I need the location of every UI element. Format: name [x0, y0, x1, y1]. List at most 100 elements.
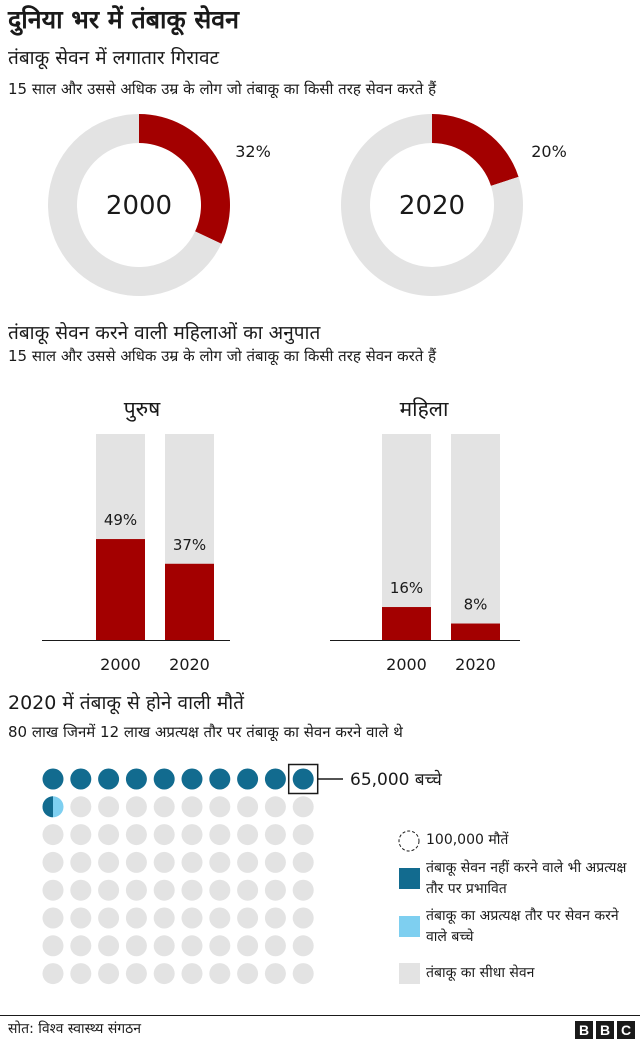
waffle-dot-direct	[125, 824, 147, 846]
legend-indirect-label: तंबाकू सेवन नहीं करने वाले भी अप्रत्यक्ष…	[426, 860, 627, 897]
waffle-dot-indirect	[70, 768, 92, 790]
waffle-dot-direct	[70, 851, 92, 873]
bar-background	[382, 434, 431, 640]
waffle-dot-direct	[237, 879, 259, 901]
waffle-dot-indirect	[209, 768, 231, 790]
waffle-dot-indirect	[264, 768, 286, 790]
waffle-dot-direct	[125, 851, 147, 873]
waffle-dot-direct	[98, 935, 120, 957]
waffle-dot-direct	[70, 824, 92, 846]
section1-subtitle: 15 साल और उससे अधिक उम्र के लोग जो तंबाक…	[8, 80, 437, 98]
waffle-dot-indirect	[292, 768, 314, 790]
waffle-dot-direct	[237, 796, 259, 818]
waffle-dot-direct	[153, 907, 175, 929]
bar	[451, 623, 500, 640]
waffle-dot-direct	[209, 963, 231, 985]
waffle-dot-direct	[42, 907, 64, 929]
bbc-logo-letter: B	[596, 1021, 614, 1039]
waffle-dot-direct	[292, 824, 314, 846]
waffle-dot-direct	[264, 796, 286, 818]
waffle-dot-direct	[181, 907, 203, 929]
donut-slice-label: 32%	[235, 142, 271, 161]
waffle-dot-direct	[153, 935, 175, 957]
legend-unit-label: 100,000 मौतें	[426, 832, 509, 848]
legend-direct-label: तंबाकू का सीधा सेवन	[426, 965, 535, 981]
donut-slice	[47, 114, 222, 296]
bar-chart-title: महिला	[400, 397, 449, 421]
waffle-dot-direct	[292, 935, 314, 957]
waffle-dot-direct	[181, 935, 203, 957]
section1-title: तंबाकू सेवन में लगातार गिरावट	[8, 47, 220, 69]
donut-center-label: 2000	[106, 191, 172, 221]
waffle-dot-direct	[181, 824, 203, 846]
legend-unit-swatch	[398, 830, 420, 852]
waffle-dot-direct	[70, 796, 92, 818]
source-note: सोत: विश्व स्वास्थ्य संगठन	[8, 1021, 142, 1037]
bar-value-label: 8%	[464, 596, 488, 614]
waffle-dot-direct	[237, 963, 259, 985]
bbc-logo: B B C	[575, 1021, 635, 1039]
legend-children-label: तंबाकू का अप्रत्यक्ष तौर पर सेवन करने वा…	[426, 908, 619, 945]
waffle-dot-direct	[153, 851, 175, 873]
waffle-dot-direct	[209, 824, 231, 846]
waffle-dot-direct	[70, 963, 92, 985]
bbc-logo-letter: C	[617, 1021, 635, 1039]
source-divider	[0, 1015, 640, 1016]
waffle-dot-direct	[70, 879, 92, 901]
waffle-dot-direct	[42, 879, 64, 901]
section2-title: तंबाकू सेवन करने वाली महिलाओं का अनुपात	[8, 322, 321, 344]
waffle-dot-direct	[209, 796, 231, 818]
waffle-dot-direct	[209, 907, 231, 929]
bar	[382, 607, 431, 640]
waffle-dot-direct	[181, 879, 203, 901]
bar-background	[451, 434, 500, 640]
waffle-dot-direct	[181, 851, 203, 873]
waffle-dot-direct	[98, 963, 120, 985]
waffle-dot-direct	[237, 851, 259, 873]
bar	[165, 563, 214, 640]
bar-chart-title: पुरुष	[124, 397, 161, 422]
waffle-dot-direct	[153, 824, 175, 846]
bar-category-label: 2020	[169, 655, 210, 674]
waffle-dot-direct	[264, 907, 286, 929]
donut-slice	[432, 114, 519, 186]
legend-indirect-swatch	[399, 868, 420, 889]
legend-children-swatch	[399, 916, 420, 937]
waffle-dot-indirect	[237, 768, 259, 790]
bar-category-label: 2000	[100, 655, 141, 674]
waffle-dot-direct	[264, 824, 286, 846]
waffle-dot-direct	[42, 963, 64, 985]
waffle-dot-direct	[42, 935, 64, 957]
waffle-dot-indirect	[153, 768, 175, 790]
waffle-dot-indirect	[181, 768, 203, 790]
waffle-dot-direct	[264, 851, 286, 873]
waffle-dot-indirect	[42, 768, 64, 790]
waffle-dot-direct	[292, 879, 314, 901]
bar-category-label: 2020	[455, 655, 496, 674]
waffle-dot-direct	[181, 796, 203, 818]
children-callout-label: 65,000 बच्चे	[350, 770, 442, 790]
waffle-dot-direct	[98, 851, 120, 873]
bar-value-label: 37%	[173, 536, 206, 554]
donut-slice	[341, 114, 523, 296]
waffle-dot-indirect	[125, 768, 147, 790]
waffle-dot-direct	[209, 935, 231, 957]
waffle-dot-indirect-part	[42, 796, 53, 818]
donut-center-label: 2020	[399, 191, 465, 221]
legend-direct-swatch	[399, 963, 420, 984]
waffle-dot-direct	[98, 879, 120, 901]
waffle-dot-direct	[292, 907, 314, 929]
waffle-dot-direct	[125, 879, 147, 901]
waffle-dot-direct	[237, 907, 259, 929]
bar-category-label: 2000	[386, 655, 427, 674]
waffle-dot-direct	[292, 963, 314, 985]
waffle-dot-direct	[237, 824, 259, 846]
bar-value-label: 16%	[390, 579, 423, 597]
waffle-dot-direct	[264, 963, 286, 985]
donut-slice-label: 20%	[531, 142, 567, 161]
waffle-dot-direct	[264, 935, 286, 957]
waffle-dot-direct	[237, 935, 259, 957]
page-title: दुनिया भर में तंबाकू सेवन	[8, 5, 240, 34]
waffle-dot-direct	[98, 796, 120, 818]
